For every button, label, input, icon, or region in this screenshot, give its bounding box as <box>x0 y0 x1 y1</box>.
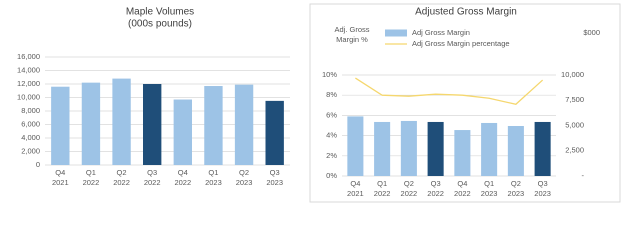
y-axis-label: Adj. Gross Margin % <box>334 25 369 44</box>
bar <box>534 121 551 176</box>
y-tick-label: 0 <box>36 160 40 169</box>
legend-label: Adj Gross Margin <box>412 28 470 37</box>
y-tick-label: 0% <box>326 171 337 180</box>
x-tick-line: 2022 <box>454 189 471 198</box>
x-tick-line: 2023 <box>205 178 222 187</box>
x-tick-line: 2022 <box>174 178 191 187</box>
x-tick-line: 2023 <box>236 178 253 187</box>
x-tick-line: Q3 <box>431 179 441 188</box>
x-tick-label: Q2 2022 <box>401 179 418 198</box>
legend-label: Adj Gross Margin percentage <box>412 39 510 48</box>
x-tick-line: 2022 <box>83 178 100 187</box>
x-tick-label: Q3 2022 <box>144 168 161 187</box>
bar <box>481 122 498 176</box>
y-tick-label: 14,000 <box>17 65 40 74</box>
line <box>355 77 544 105</box>
y-tick-label: 4,000 <box>21 133 40 142</box>
legend-swatch <box>385 29 407 37</box>
y-tick-label: 2,500 <box>565 146 584 155</box>
x-tick-label: Q1 2022 <box>83 168 100 187</box>
x-tick-label: Q3 2022 <box>427 179 444 198</box>
y-tick-label: 6,000 <box>21 119 40 128</box>
bar <box>265 100 284 165</box>
y-tick-label: 7,500 <box>565 95 584 104</box>
x-tick-line: 2021 <box>52 178 69 187</box>
bar <box>374 121 391 176</box>
x-tick-label: Q2 2023 <box>508 179 525 198</box>
x-tick-label: Q4 2021 <box>52 168 69 187</box>
panel-border <box>309 3 621 203</box>
x-tick-label: Q1 2022 <box>374 179 391 198</box>
x-tick-line: Q3 <box>538 179 548 188</box>
x-tick-line: 2022 <box>113 178 130 187</box>
x-tick-line: 2022 <box>401 189 418 198</box>
x-tick-label: Q3 2023 <box>266 168 283 187</box>
x-tick-line: Q4 <box>178 168 188 177</box>
y-tick-label: 4% <box>326 131 337 140</box>
y-tick-label: 8% <box>326 90 337 99</box>
chart-title: Adjusted Gross Margin <box>415 7 517 18</box>
x-tick-label: Q4 2022 <box>454 179 471 198</box>
y-tick-label: 10,000 <box>17 92 40 101</box>
x-tick-line: Q4 <box>350 179 360 188</box>
bar <box>51 86 70 165</box>
y-axis-label-line: Margin % <box>336 35 368 44</box>
y-tick-label: 5,000 <box>565 120 584 129</box>
bar <box>454 130 471 176</box>
x-tick-line: Q4 <box>457 179 467 188</box>
x-tick-line: Q1 <box>377 179 387 188</box>
y-tick-label: 6% <box>326 110 337 119</box>
x-tick-line: 2023 <box>534 189 551 198</box>
bar <box>507 126 524 176</box>
x-tick-line: 2022 <box>144 178 161 187</box>
x-tick-line: 2021 <box>347 189 364 198</box>
bar <box>234 84 254 165</box>
y-tick-label: - <box>582 171 585 180</box>
chart-title: Maple Volumes <box>126 7 194 18</box>
y-tick-label: 2,000 <box>21 146 40 155</box>
x-tick-line: Q1 <box>86 168 96 177</box>
x-tick-label: Q1 2023 <box>481 179 498 198</box>
x-tick-line: Q2 <box>511 179 521 188</box>
x-tick-line: Q3 <box>147 168 157 177</box>
y-tick-label: 16,000 <box>17 52 40 61</box>
x-tick-line: Q2 <box>404 179 414 188</box>
x-tick-line: 2022 <box>374 189 391 198</box>
bar <box>112 78 131 165</box>
x-tick-line: Q1 <box>208 168 218 177</box>
y-tick-label: 10% <box>322 70 337 79</box>
x-tick-line: 2023 <box>508 189 525 198</box>
x-tick-label: Q2 2022 <box>113 168 130 187</box>
y-tick-label: 10,000 <box>561 70 584 79</box>
x-tick-line: Q3 <box>270 168 280 177</box>
bar <box>347 116 364 176</box>
x-tick-label: Q4 2022 <box>174 168 191 187</box>
x-tick-line: Q4 <box>55 168 65 177</box>
x-tick-line: Q2 <box>239 168 249 177</box>
x-tick-line: Q2 <box>117 168 127 177</box>
x-tick-line: 2023 <box>481 189 498 198</box>
x-tick-label: Q4 2021 <box>347 179 364 198</box>
page: Maple Volumes (000s pounds) Adjusted Gro… <box>17 3 621 203</box>
y-tick-label: 8,000 <box>21 106 40 115</box>
x-tick-label: Q2 2023 <box>236 168 253 187</box>
x-tick-line: 2022 <box>427 189 444 198</box>
x-tick-line: Q1 <box>484 179 494 188</box>
y-axis-label-line: Adj. Gross <box>334 25 369 34</box>
y2-axis-label: $000 <box>583 28 600 37</box>
y-tick-label: 2% <box>326 151 337 160</box>
x-tick-label: Q3 2023 <box>534 179 551 198</box>
x-tick-line: 2023 <box>266 178 283 187</box>
bar <box>427 121 444 176</box>
x-tick-label: Q1 2023 <box>205 168 222 187</box>
bar <box>81 82 101 165</box>
bar <box>173 99 192 165</box>
y-tick-label: 12,000 <box>17 79 40 88</box>
bar <box>204 86 223 165</box>
chart-subtitle: (000s pounds) <box>128 19 192 30</box>
bar <box>143 84 162 165</box>
bar <box>400 120 417 176</box>
